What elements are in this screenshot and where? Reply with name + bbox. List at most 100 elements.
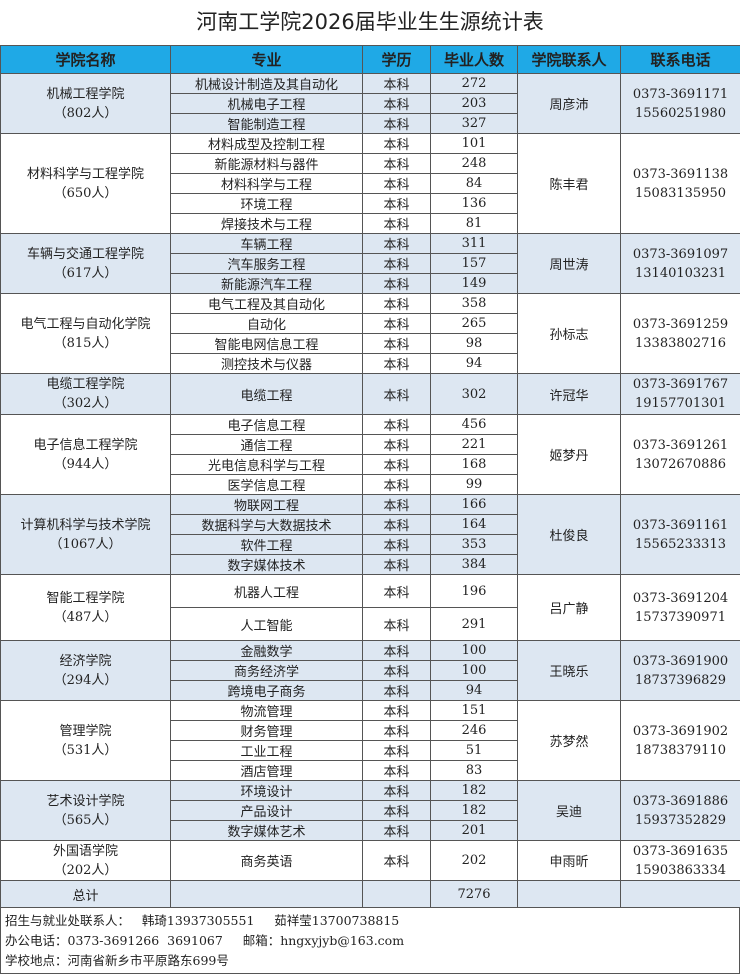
graduate-count: 83 [431, 761, 518, 781]
degree: 本科 [363, 234, 431, 254]
major-name: 环境工程 [171, 194, 363, 214]
graduate-count: 456 [431, 415, 518, 435]
degree: 本科 [363, 354, 431, 374]
degree: 本科 [363, 455, 431, 475]
office-phone: 0373-3691900 [621, 652, 740, 671]
college-contact: 姬梦丹 [518, 415, 621, 495]
degree: 本科 [363, 721, 431, 741]
college-name: 电气工程与自动化学院 [1, 315, 170, 334]
college-contact: 申雨昕 [518, 841, 621, 881]
college-contact: 王晓乐 [518, 641, 621, 701]
college-contact: 苏梦然 [518, 701, 621, 781]
degree: 本科 [363, 575, 431, 608]
college-name-cell: 机械工程学院（802人） [1, 74, 171, 134]
degree: 本科 [363, 435, 431, 455]
college-count: （202人） [1, 861, 170, 880]
college-count: （294人） [1, 671, 170, 690]
office-phone: 0373-3691635 [621, 842, 740, 861]
major-name: 车辆工程 [171, 234, 363, 254]
major-name: 智能制造工程 [171, 114, 363, 134]
total-label: 总计 [1, 881, 171, 908]
degree: 本科 [363, 555, 431, 575]
graduate-count: 182 [431, 781, 518, 801]
degree: 本科 [363, 274, 431, 294]
major-name: 数字媒体艺术 [171, 821, 363, 841]
college-name: 车辆与交通工程学院 [1, 245, 170, 264]
degree: 本科 [363, 334, 431, 354]
graduate-count: 168 [431, 455, 518, 475]
column-header: 毕业人数 [431, 46, 518, 74]
graduate-count: 164 [431, 515, 518, 535]
mobile-phone: 15560251980 [621, 104, 740, 123]
college-name: 计算机科学与技术学院 [1, 516, 170, 535]
college-name-cell: 经济学院（294人） [1, 641, 171, 701]
college-contact: 孙标志 [518, 294, 621, 374]
college-count: （617人） [1, 264, 170, 283]
college-name-cell: 电子信息工程学院（944人） [1, 415, 171, 495]
column-header: 联系电话 [621, 46, 740, 74]
office-phone: 0373-3691171 [621, 85, 740, 104]
major-name: 商务经济学 [171, 661, 363, 681]
major-name: 汽车服务工程 [171, 254, 363, 274]
college-contact: 吕广静 [518, 575, 621, 641]
graduate-count: 196 [431, 575, 518, 608]
total-value: 7276 [431, 881, 518, 908]
degree: 本科 [363, 174, 431, 194]
graduate-count: 149 [431, 274, 518, 294]
college-count: （531人） [1, 741, 170, 760]
office-phone: 0373-3691902 [621, 722, 740, 741]
mobile-phone: 13140103231 [621, 264, 740, 283]
college-name: 智能工程学院 [1, 589, 170, 608]
major-name: 跨境电子商务 [171, 681, 363, 701]
major-name: 医学信息工程 [171, 475, 363, 495]
graduate-count: 99 [431, 475, 518, 495]
column-header: 学院名称 [1, 46, 171, 74]
college-name: 外国语学院 [1, 842, 170, 861]
mobile-phone: 18738379110 [621, 741, 740, 760]
column-header: 专业 [171, 46, 363, 74]
graduate-table: 学院名称专业学历毕业人数学院联系人联系电话 机械工程学院（802人）机械设计制造… [0, 45, 740, 908]
graduate-count: 203 [431, 94, 518, 114]
graduate-count: 94 [431, 681, 518, 701]
college-count: （487人） [1, 608, 170, 627]
college-contact: 陈丰君 [518, 134, 621, 234]
major-name: 测控技术与仪器 [171, 354, 363, 374]
degree: 本科 [363, 134, 431, 154]
college-count: （1067人） [1, 535, 170, 554]
degree: 本科 [363, 741, 431, 761]
college-name-cell: 电气工程与自动化学院（815人） [1, 294, 171, 374]
major-name: 通信工程 [171, 435, 363, 455]
major-name: 电子信息工程 [171, 415, 363, 435]
college-contact: 周彦沛 [518, 74, 621, 134]
graduate-count: 384 [431, 555, 518, 575]
major-name: 机械设计制造及其自动化 [171, 74, 363, 94]
mobile-phone: 18737396829 [621, 671, 740, 690]
graduate-count: 291 [431, 608, 518, 641]
graduate-count: 182 [431, 801, 518, 821]
degree: 本科 [363, 114, 431, 134]
major-name: 人工智能 [171, 608, 363, 641]
major-name: 产品设计 [171, 801, 363, 821]
graduate-count: 265 [431, 314, 518, 334]
degree: 本科 [363, 608, 431, 641]
graduate-count: 81 [431, 214, 518, 234]
major-name: 数据科学与大数据技术 [171, 515, 363, 535]
college-name-cell: 材料科学与工程学院（650人） [1, 134, 171, 234]
major-name: 光电信息科学与工程 [171, 455, 363, 475]
college-contact: 周世涛 [518, 234, 621, 294]
office-phone: 0373-3691261 [621, 436, 740, 455]
